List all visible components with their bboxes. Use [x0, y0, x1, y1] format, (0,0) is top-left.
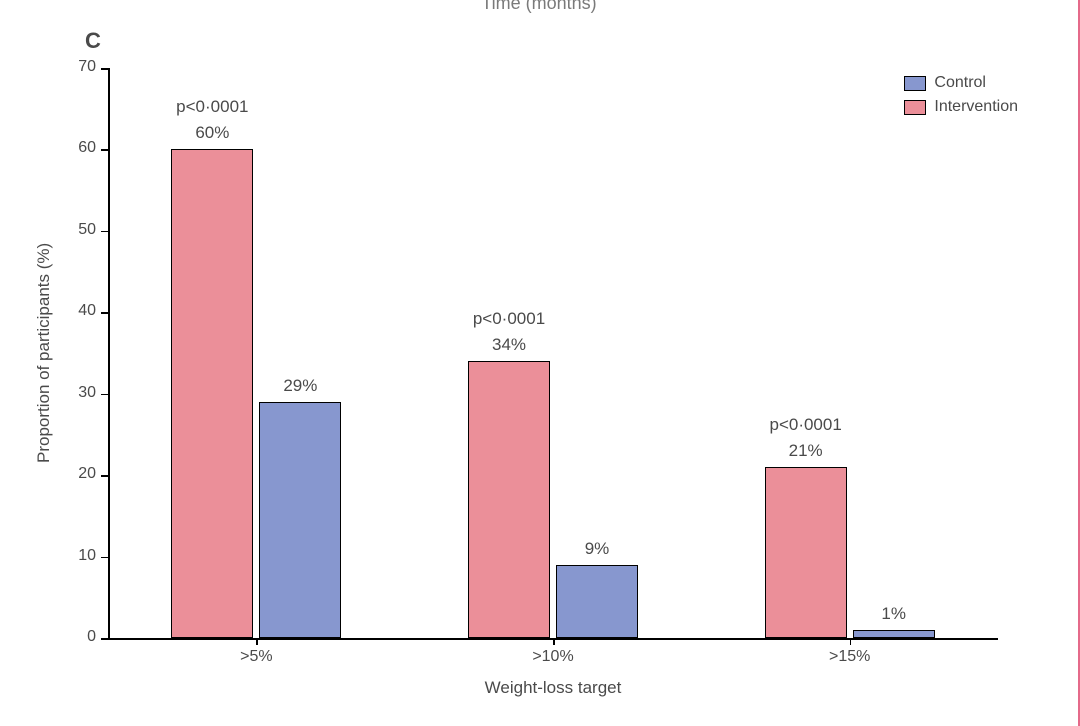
y-tick	[101, 68, 108, 70]
bar-value-label: 21%	[745, 441, 867, 461]
x-tick	[553, 638, 555, 645]
panel-letter: C	[85, 28, 101, 54]
y-tick	[101, 231, 108, 233]
y-axis-line	[108, 68, 110, 638]
x-tick	[850, 638, 852, 645]
legend-item-control: Control	[904, 74, 1018, 92]
p-value-label: p<0·0001	[448, 309, 570, 329]
x-axis-title: Weight-loss target	[108, 678, 998, 698]
bar-control	[259, 402, 341, 638]
y-tick-label: 70	[58, 58, 96, 76]
bar-value-label: 9%	[536, 539, 658, 559]
y-tick	[101, 638, 108, 640]
y-tick	[101, 475, 108, 477]
bar-control	[853, 630, 935, 638]
x-tick-label: >5%	[196, 648, 316, 666]
cropped-previous-axis-label: Time (months)	[0, 0, 1078, 14]
y-tick-label: 0	[58, 628, 96, 646]
y-tick-label: 30	[58, 384, 96, 402]
y-tick-label: 40	[58, 302, 96, 320]
p-value-label: p<0·0001	[745, 415, 867, 435]
p-value-label: p<0·0001	[151, 97, 273, 117]
legend-label-control: Control	[934, 74, 986, 92]
y-tick	[101, 557, 108, 559]
y-tick	[101, 312, 108, 314]
y-axis-title: Proportion of participants (%)	[34, 243, 54, 463]
bar-value-label: 1%	[833, 604, 955, 624]
bar-control	[556, 565, 638, 638]
y-tick	[101, 394, 108, 396]
x-tick-label: >15%	[790, 648, 910, 666]
legend: Control Intervention	[904, 74, 1018, 122]
bar-value-label: 34%	[448, 335, 570, 355]
bar-intervention	[468, 361, 550, 638]
y-tick-label: 60	[58, 139, 96, 157]
legend-swatch-control	[904, 76, 926, 91]
y-tick-label: 20	[58, 465, 96, 483]
legend-swatch-intervention	[904, 100, 926, 115]
figure-frame: Time (months) C Control Intervention 0 10…	[0, 0, 1080, 726]
y-tick-label: 10	[58, 547, 96, 565]
x-tick-label: >10%	[493, 648, 613, 666]
legend-label-intervention: Intervention	[934, 98, 1018, 116]
bar-value-label: 29%	[239, 376, 361, 396]
y-tick-label: 50	[58, 221, 96, 239]
y-tick	[101, 149, 108, 151]
bar-value-label: 60%	[151, 123, 273, 143]
legend-item-intervention: Intervention	[904, 98, 1018, 116]
x-tick	[256, 638, 258, 645]
